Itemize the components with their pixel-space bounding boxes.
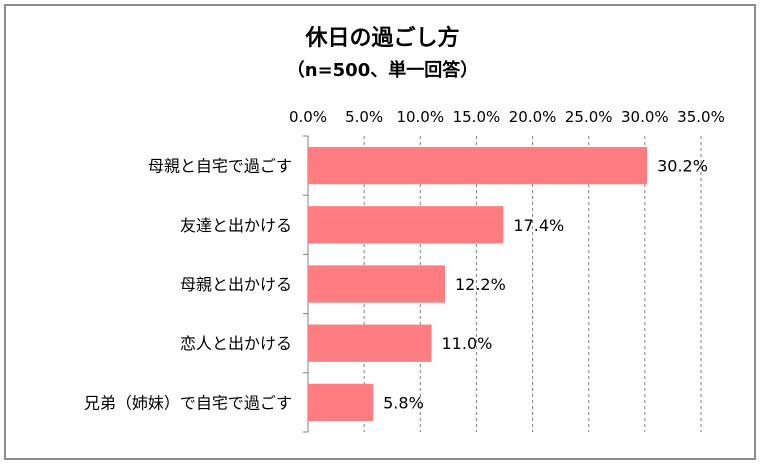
category-label-1: 友達と出かける	[180, 216, 292, 235]
x-tick-label-0: 0.0%	[289, 108, 327, 126]
data-label-1: 17.4%	[513, 216, 564, 235]
category-label-0: 母親と自宅で過ごす	[148, 157, 292, 176]
x-tick-label-6: 30.0%	[621, 108, 669, 126]
data-label-3: 11.0%	[442, 334, 493, 353]
x-tick-label-7: 35.0%	[677, 108, 725, 126]
x-tick-label-4: 20.0%	[509, 108, 557, 126]
bar-4	[308, 383, 374, 422]
x-tick-label-2: 10.0%	[396, 108, 444, 126]
x-tick-label-5: 25.0%	[565, 108, 613, 126]
bar-1	[308, 206, 504, 244]
category-label-2: 母親と出かける	[180, 275, 292, 294]
x-tick-label-1: 5.0%	[345, 108, 383, 126]
bar-3	[308, 324, 432, 362]
x-tick-label-3: 15.0%	[453, 108, 501, 126]
chart-subtitle: （n=500、単一回答）	[286, 60, 479, 81]
chart-title: 休日の過ごし方	[305, 26, 460, 51]
data-label-2: 12.2%	[455, 275, 506, 294]
bar-0	[308, 146, 648, 185]
data-label-4: 5.8%	[383, 393, 424, 412]
category-label-4: 兄弟（姉妹）で自宅で過ごす	[84, 393, 292, 412]
data-label-0: 30.2%	[657, 157, 708, 176]
category-label-3: 恋人と出かける	[180, 334, 292, 353]
bar-2	[308, 265, 445, 303]
